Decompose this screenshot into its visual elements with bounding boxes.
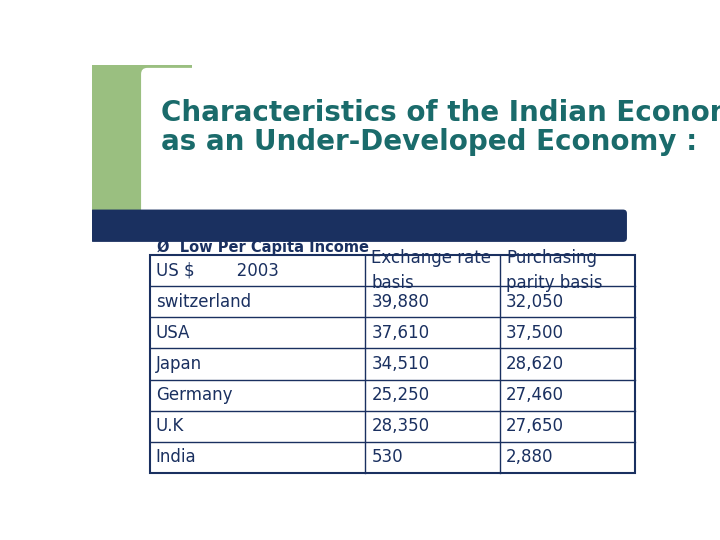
Text: 25,250: 25,250 bbox=[372, 386, 429, 404]
Text: 27,460: 27,460 bbox=[506, 386, 564, 404]
Text: Purchasing
parity basis: Purchasing parity basis bbox=[506, 249, 603, 292]
Text: 27,650: 27,650 bbox=[506, 417, 564, 435]
Text: 37,610: 37,610 bbox=[372, 324, 429, 342]
Text: 530: 530 bbox=[372, 448, 403, 467]
Text: 37,500: 37,500 bbox=[506, 324, 564, 342]
Text: 32,050: 32,050 bbox=[506, 293, 564, 310]
Text: Ø  Low Per Capita Income: Ø Low Per Capita Income bbox=[157, 240, 369, 255]
FancyBboxPatch shape bbox=[141, 68, 644, 221]
Text: Characteristics of the Indian Economy: Characteristics of the Indian Economy bbox=[161, 98, 720, 126]
Text: USA: USA bbox=[156, 324, 190, 342]
Text: Exchange rate
basis: Exchange rate basis bbox=[372, 249, 491, 292]
Text: US $        2003: US $ 2003 bbox=[156, 261, 279, 280]
Bar bbox=[150, 255, 634, 473]
Text: U.K: U.K bbox=[156, 417, 184, 435]
Bar bbox=[92, 65, 192, 211]
Text: India: India bbox=[156, 448, 197, 467]
Text: 2,880: 2,880 bbox=[506, 448, 554, 467]
Text: 34,510: 34,510 bbox=[372, 355, 429, 373]
Text: as an Under-Developed Economy :: as an Under-Developed Economy : bbox=[161, 128, 698, 156]
FancyBboxPatch shape bbox=[89, 210, 627, 242]
Text: Germany: Germany bbox=[156, 386, 233, 404]
Text: 28,620: 28,620 bbox=[506, 355, 564, 373]
Text: switzerland: switzerland bbox=[156, 293, 251, 310]
Text: 28,350: 28,350 bbox=[372, 417, 429, 435]
Text: 39,880: 39,880 bbox=[372, 293, 429, 310]
Text: Japan: Japan bbox=[156, 355, 202, 373]
